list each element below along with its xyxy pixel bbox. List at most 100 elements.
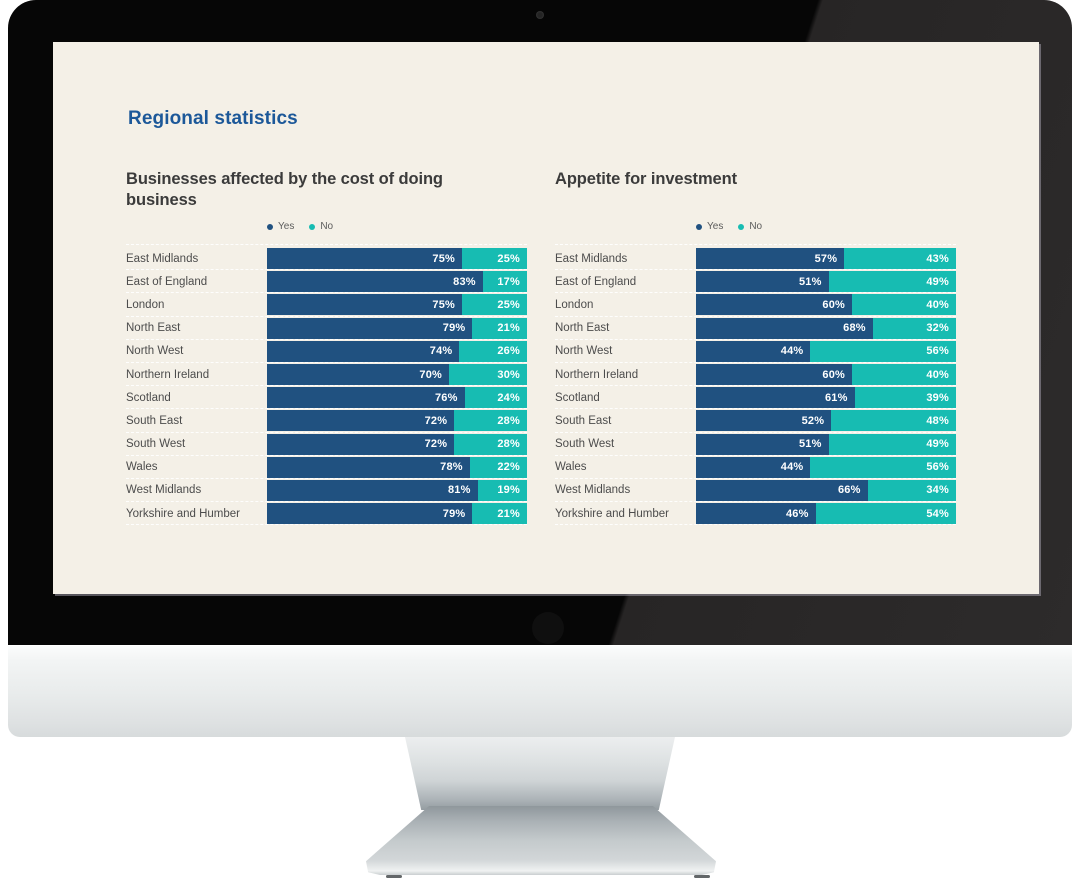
chart-row: East Midlands 57% 43%	[555, 247, 956, 271]
region-label: Northern Ireland	[126, 368, 210, 381]
legend-item-no: No	[738, 221, 762, 232]
bar-segment-yes: 78%	[267, 456, 470, 478]
stacked-bar: 79% 21%	[267, 317, 527, 339]
legend-label-yes: Yes	[707, 221, 724, 232]
chart-row: Wales 44% 56%	[555, 456, 956, 480]
bar-segment-yes: 68%	[696, 317, 873, 339]
legend-item-no: No	[309, 221, 333, 232]
bar-segment-yes: 72%	[267, 433, 455, 455]
region-label: North West	[555, 345, 613, 358]
bar-segment-yes: 61%	[696, 387, 855, 409]
legend-label-no: No	[749, 221, 763, 232]
bar-value-yes: 66%	[837, 484, 861, 497]
bar-segment-no: 34%	[867, 479, 956, 501]
bar-segment-no: 48%	[831, 410, 956, 432]
chart-row: Yorkshire and Humber 79% 21%	[126, 502, 527, 526]
bar-segment-no: 17%	[482, 271, 527, 293]
bar-segment-yes: 81%	[267, 479, 478, 501]
bar-segment-no: 56%	[810, 340, 956, 362]
chart-row: East Midlands 75% 25%	[126, 247, 527, 271]
chart-appetite-for-investment: Appetite for investment Yes No East Midl…	[555, 169, 960, 526]
bar-value-no: 17%	[497, 275, 520, 288]
apple-logo-shadow	[532, 612, 564, 644]
chart-row: East of England 51% 49%	[555, 270, 956, 294]
bar-segment-no: 22%	[469, 456, 527, 478]
page-title: Regional statistics	[128, 108, 298, 129]
bar-value-yes: 81%	[447, 484, 471, 497]
bar-value-yes: 79%	[442, 322, 466, 335]
bar-value-no: 26%	[497, 345, 520, 358]
stacked-bar: 75% 25%	[267, 294, 527, 316]
legend-item-yes: Yes	[696, 221, 723, 232]
bar-value-no: 39%	[926, 391, 949, 404]
legend-item-yes: Yes	[267, 221, 294, 232]
monitor-bezel: Regional statistics Businesses affected …	[8, 0, 1072, 645]
region-label: South East	[555, 414, 612, 427]
bar-segment-no: 49%	[828, 271, 956, 293]
chart-row: Scotland 76% 24%	[126, 386, 527, 410]
region-label: East of England	[555, 275, 637, 288]
bar-segment-no: 43%	[844, 248, 956, 270]
chart-row: South East 72% 28%	[126, 409, 527, 433]
bar-segment-yes: 44%	[696, 340, 811, 362]
monitor-foot-right	[694, 875, 710, 878]
chart-row: London 75% 25%	[126, 293, 527, 317]
stacked-bar: 44% 56%	[696, 456, 956, 478]
bar-segment-yes: 83%	[267, 271, 483, 293]
bar-value-no: 54%	[926, 507, 949, 520]
chart-row: Yorkshire and Humber 46% 54%	[555, 502, 956, 526]
bar-value-no: 49%	[926, 438, 949, 451]
bar-segment-no: 25%	[462, 248, 527, 270]
bar-value-yes: 44%	[780, 345, 804, 358]
region-label: London	[126, 298, 165, 311]
region-label: Wales	[555, 461, 587, 474]
chart-row: North East 79% 21%	[126, 317, 527, 340]
bar-segment-yes: 52%	[696, 410, 832, 432]
bar-segment-no: 25%	[462, 294, 527, 316]
bar-segment-yes: 44%	[696, 456, 811, 478]
bar-segment-no: 54%	[815, 503, 956, 525]
region-label: North East	[126, 322, 181, 335]
stacked-bar: 46% 54%	[696, 503, 956, 525]
bar-value-yes: 70%	[419, 368, 442, 381]
bar-segment-no: 21%	[472, 503, 527, 525]
bar-value-no: 22%	[497, 461, 520, 474]
stacked-bar: 83% 17%	[267, 271, 527, 293]
bar-value-no: 32%	[926, 322, 949, 335]
region-label: South West	[126, 438, 186, 451]
bar-segment-no: 40%	[852, 364, 956, 386]
bar-value-yes: 46%	[785, 507, 809, 520]
stacked-bar: 51% 49%	[696, 271, 956, 293]
bar-value-no: 30%	[497, 368, 520, 381]
stacked-bar: 72% 28%	[267, 410, 527, 432]
region-label: Yorkshire and Humber	[555, 507, 669, 520]
region-label: North West	[126, 345, 184, 358]
bar-segment-no: 26%	[459, 340, 527, 362]
bar-value-no: 56%	[926, 461, 949, 474]
region-label: South East	[126, 414, 183, 427]
region-label: East Midlands	[126, 252, 199, 265]
chart-rows: East Midlands 75% 25% East of England 83% 17%…	[126, 244, 527, 526]
bar-segment-no: 39%	[854, 387, 956, 409]
region-label: Northern Ireland	[555, 368, 639, 381]
region-label: London	[555, 298, 594, 311]
bar-value-yes: 51%	[798, 275, 822, 288]
stacked-bar: 44% 56%	[696, 340, 956, 362]
stacked-bar: 61% 39%	[696, 387, 956, 409]
region-label: West Midlands	[126, 484, 202, 497]
stacked-bar: 78% 22%	[267, 456, 527, 478]
chart-row: West Midlands 81% 19%	[126, 479, 527, 503]
chart-row: Scotland 61% 39%	[555, 386, 956, 410]
monitor-foot-left	[386, 875, 402, 878]
bar-value-no: 48%	[926, 414, 949, 427]
stacked-bar: 76% 24%	[267, 387, 527, 409]
bar-value-no: 28%	[497, 438, 520, 451]
bar-segment-yes: 51%	[696, 271, 829, 293]
bar-segment-yes: 75%	[267, 294, 462, 316]
bar-segment-yes: 46%	[696, 503, 816, 525]
stacked-bar: 70% 30%	[267, 364, 527, 386]
chart-row: North East 68% 32%	[555, 317, 956, 340]
bar-segment-yes: 51%	[696, 433, 829, 455]
bar-segment-no: 19%	[477, 479, 527, 501]
bar-segment-yes: 70%	[267, 364, 449, 386]
